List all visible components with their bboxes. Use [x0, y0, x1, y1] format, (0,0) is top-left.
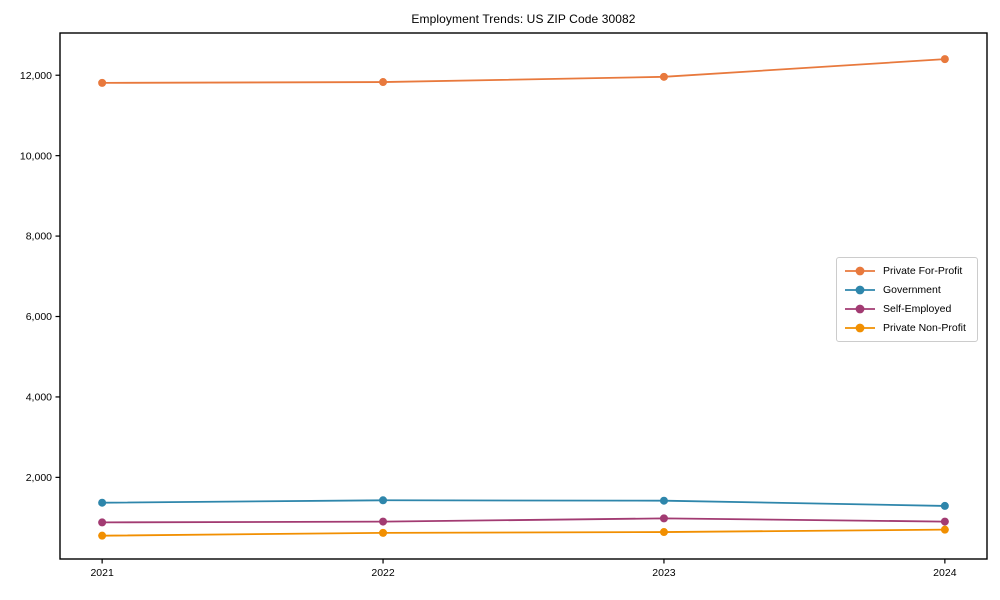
- data-point-self-employed: [98, 518, 107, 527]
- y-tick-label: 12,000: [20, 70, 52, 82]
- data-point-self-employed: [940, 517, 949, 526]
- legend-dot-government: [855, 285, 865, 295]
- data-point-private-for-profit: [940, 55, 949, 64]
- legend-label-private-non-profit: Private Non-Profit: [883, 322, 966, 335]
- x-tick-label: 2022: [371, 567, 395, 579]
- data-point-self-employed: [659, 514, 668, 523]
- data-point-self-employed: [379, 517, 388, 526]
- x-tick-label: 2023: [652, 567, 676, 579]
- y-tick-label: 10,000: [20, 150, 52, 162]
- data-point-government: [98, 498, 107, 507]
- data-point-private-for-profit: [659, 72, 668, 81]
- series-line-self-employed: [102, 517, 945, 524]
- data-point-private-non-profit: [659, 528, 668, 537]
- data-point-government: [379, 496, 388, 505]
- legend-marker-government: [845, 285, 875, 295]
- legend-item-private-non-profit: Private Non-Profit: [844, 319, 970, 337]
- series-line-government: [102, 499, 945, 507]
- legend-dot-private-non-profit: [855, 323, 865, 333]
- legend: Private For-Profit Government Self-Employe…: [836, 257, 978, 342]
- data-point-private-for-profit: [98, 78, 107, 87]
- x-tick-label: 2024: [933, 567, 957, 579]
- x-tick-label: 2021: [90, 567, 114, 579]
- data-point-government: [659, 496, 668, 505]
- y-tick-label: 2,000: [26, 472, 52, 484]
- legend-item-private-for-profit: Private For-Profit: [844, 262, 970, 280]
- series-line-private-for-profit: [102, 58, 945, 84]
- legend-item-government: Government: [844, 281, 970, 299]
- legend-marker-private-non-profit: [845, 323, 875, 333]
- data-point-private-for-profit: [379, 78, 388, 87]
- legend-label-private-for-profit: Private For-Profit: [883, 264, 963, 277]
- data-point-private-non-profit: [379, 528, 388, 537]
- axes-border: [59, 32, 988, 560]
- legend-dot-self-employed: [855, 304, 865, 314]
- legend-dot-private-for-profit: [855, 266, 865, 276]
- legend-label-self-employed: Self-Employed: [883, 303, 952, 316]
- data-point-private-non-profit: [940, 525, 949, 534]
- legend-label-government: Government: [883, 283, 941, 296]
- legend-item-self-employed: Self-Employed: [844, 300, 970, 318]
- y-tick-label: 4,000: [26, 392, 52, 404]
- legend-marker-self-employed: [845, 304, 875, 314]
- y-tick-label: 6,000: [26, 311, 52, 323]
- y-tick-label: 8,000: [26, 231, 52, 243]
- legend-marker-private-for-profit: [845, 266, 875, 276]
- series-line-private-non-profit: [102, 528, 945, 537]
- chart-title: Employment Trends: US ZIP Code 30082: [411, 12, 636, 26]
- data-point-government: [940, 501, 949, 510]
- data-point-private-non-profit: [98, 531, 107, 540]
